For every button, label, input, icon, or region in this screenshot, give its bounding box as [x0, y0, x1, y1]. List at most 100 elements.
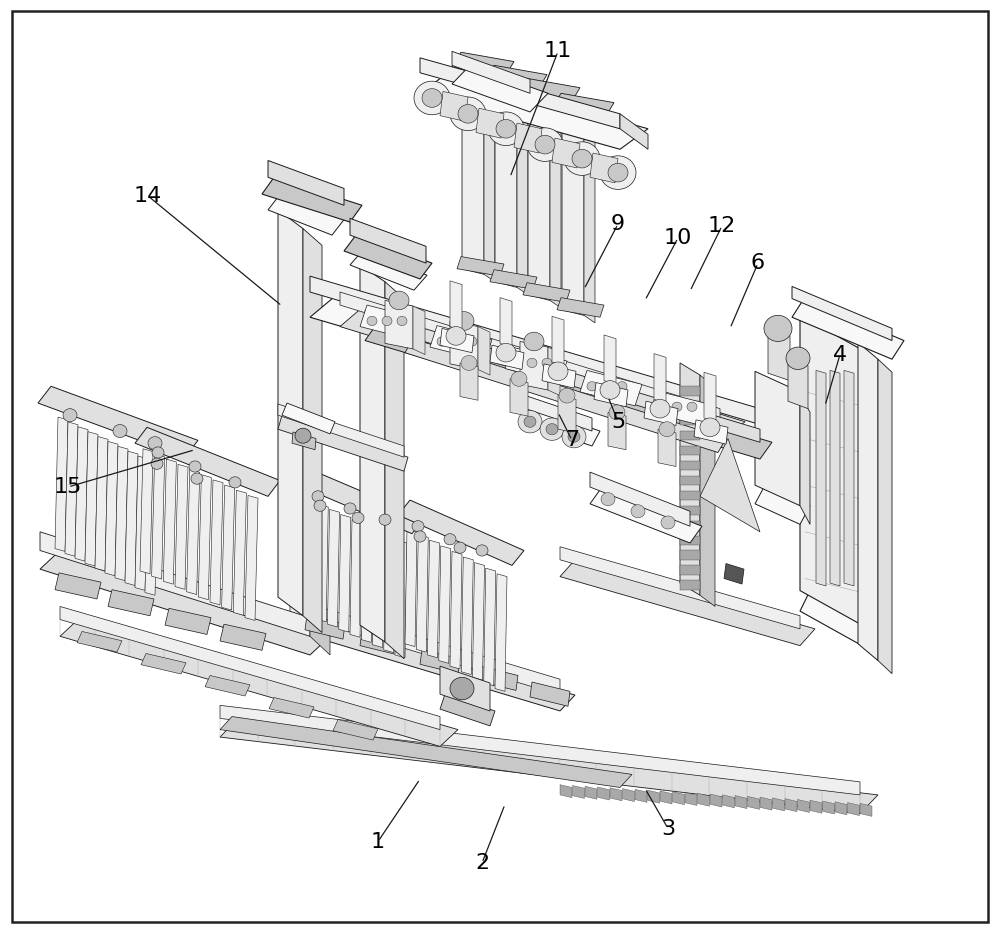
- Circle shape: [151, 458, 163, 469]
- Circle shape: [148, 437, 162, 450]
- Polygon shape: [175, 465, 188, 590]
- Polygon shape: [552, 316, 564, 366]
- Polygon shape: [95, 437, 108, 571]
- Polygon shape: [830, 370, 840, 586]
- Polygon shape: [700, 375, 715, 606]
- Polygon shape: [594, 383, 628, 407]
- Circle shape: [63, 409, 77, 422]
- Polygon shape: [698, 793, 710, 806]
- Bar: [680, 461, 700, 470]
- Polygon shape: [233, 490, 246, 615]
- Bar: [680, 506, 700, 515]
- Polygon shape: [517, 86, 528, 295]
- Circle shape: [527, 358, 537, 368]
- Polygon shape: [514, 123, 542, 153]
- Circle shape: [113, 425, 127, 438]
- Polygon shape: [220, 717, 632, 787]
- Polygon shape: [635, 789, 647, 802]
- Polygon shape: [38, 386, 198, 457]
- Polygon shape: [77, 632, 122, 652]
- Polygon shape: [405, 339, 726, 453]
- Polygon shape: [755, 371, 800, 506]
- Polygon shape: [768, 328, 790, 381]
- Polygon shape: [560, 785, 572, 798]
- Circle shape: [467, 337, 477, 346]
- Circle shape: [412, 521, 424, 532]
- Circle shape: [496, 119, 516, 138]
- Polygon shape: [518, 78, 580, 103]
- Circle shape: [452, 337, 462, 346]
- Circle shape: [518, 411, 542, 433]
- Polygon shape: [672, 791, 684, 804]
- Polygon shape: [878, 359, 892, 674]
- Polygon shape: [700, 439, 760, 532]
- Polygon shape: [552, 138, 580, 168]
- Polygon shape: [60, 620, 458, 746]
- Polygon shape: [278, 210, 303, 616]
- Polygon shape: [439, 546, 451, 663]
- Polygon shape: [395, 540, 407, 658]
- Circle shape: [631, 505, 645, 518]
- Circle shape: [476, 545, 488, 556]
- Polygon shape: [105, 441, 118, 576]
- Circle shape: [414, 531, 426, 542]
- Circle shape: [189, 461, 201, 472]
- Circle shape: [542, 358, 552, 368]
- Polygon shape: [572, 786, 584, 799]
- Polygon shape: [220, 718, 878, 814]
- Circle shape: [191, 473, 203, 484]
- Polygon shape: [340, 305, 745, 443]
- Polygon shape: [520, 341, 548, 390]
- Polygon shape: [269, 698, 314, 718]
- Circle shape: [562, 425, 586, 448]
- Polygon shape: [530, 682, 570, 706]
- Polygon shape: [416, 535, 428, 652]
- Polygon shape: [822, 801, 834, 814]
- Polygon shape: [590, 487, 702, 543]
- Polygon shape: [844, 370, 854, 586]
- Circle shape: [608, 163, 628, 182]
- Polygon shape: [500, 298, 512, 347]
- Polygon shape: [205, 675, 250, 696]
- Polygon shape: [650, 391, 712, 426]
- Polygon shape: [560, 560, 815, 646]
- Polygon shape: [473, 563, 485, 680]
- Polygon shape: [558, 396, 576, 433]
- Text: 7: 7: [565, 430, 579, 451]
- Polygon shape: [557, 298, 604, 317]
- Polygon shape: [485, 65, 547, 90]
- Polygon shape: [310, 276, 760, 425]
- Polygon shape: [478, 327, 490, 375]
- Polygon shape: [735, 796, 747, 809]
- Circle shape: [524, 416, 536, 427]
- Polygon shape: [490, 345, 524, 369]
- Polygon shape: [360, 305, 422, 341]
- Polygon shape: [785, 799, 797, 812]
- Polygon shape: [115, 446, 128, 580]
- Polygon shape: [430, 326, 492, 361]
- Polygon shape: [152, 454, 165, 579]
- Polygon shape: [580, 370, 642, 406]
- Polygon shape: [858, 342, 878, 661]
- Bar: [680, 565, 700, 575]
- Polygon shape: [584, 114, 595, 323]
- Polygon shape: [792, 286, 892, 341]
- Polygon shape: [648, 790, 660, 803]
- Polygon shape: [760, 409, 790, 450]
- Polygon shape: [398, 500, 524, 565]
- Polygon shape: [685, 792, 697, 805]
- Circle shape: [687, 402, 697, 411]
- Circle shape: [367, 316, 377, 326]
- Polygon shape: [810, 801, 822, 814]
- Bar: [680, 431, 700, 440]
- Polygon shape: [484, 568, 496, 686]
- Polygon shape: [704, 372, 716, 422]
- Polygon shape: [457, 257, 504, 276]
- Polygon shape: [658, 429, 676, 466]
- Bar: [680, 580, 700, 590]
- Polygon shape: [722, 795, 734, 808]
- Polygon shape: [360, 265, 385, 642]
- Polygon shape: [282, 403, 335, 434]
- Polygon shape: [187, 469, 200, 594]
- Polygon shape: [163, 459, 176, 584]
